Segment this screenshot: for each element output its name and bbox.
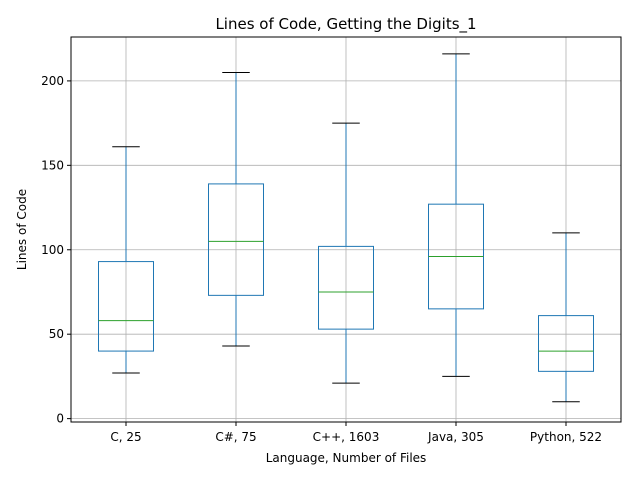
- x-tick-label: C++, 1603: [313, 430, 380, 444]
- iqr-box: [98, 261, 154, 352]
- box-group: [318, 122, 374, 384]
- y-axis-label: Lines of Code: [15, 189, 29, 270]
- iqr-box: [538, 315, 594, 372]
- ticks-layer: 0 50 100 150 200 C, 25 C#, 75 C++, 1603 Java, 30…: [41, 74, 602, 444]
- y-tick-label: 150: [41, 158, 64, 172]
- x-tick-label: Java, 305: [427, 430, 484, 444]
- box-group: [208, 71, 264, 347]
- x-tick-label: C, 25: [110, 430, 141, 444]
- iqr-box: [318, 245, 374, 330]
- x-tick-label: Python, 522: [530, 430, 602, 444]
- box-group: [98, 146, 154, 374]
- x-axis-label: Language, Number of Files: [266, 451, 427, 465]
- marks-layer: [98, 53, 594, 403]
- y-tick-label: 200: [41, 74, 64, 88]
- chart-title: Lines of Code, Getting the Digits_1: [215, 15, 476, 34]
- y-tick-label: 0: [56, 412, 64, 426]
- box-group: [428, 53, 484, 377]
- y-tick-label: 50: [49, 327, 64, 341]
- box-group: [538, 232, 594, 403]
- iqr-box: [208, 183, 264, 296]
- x-tick-label: C#, 75: [215, 430, 256, 444]
- y-tick-label: 100: [41, 243, 64, 257]
